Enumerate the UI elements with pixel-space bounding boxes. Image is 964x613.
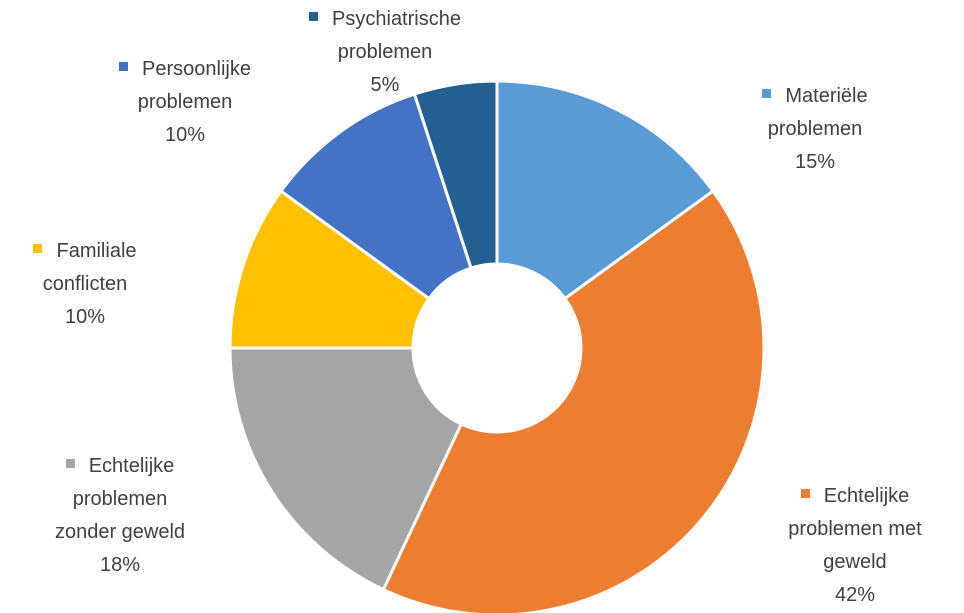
- category-label: Echtelijke problemen zonder geweld: [54, 455, 186, 543]
- donut-slice: [228, 346, 464, 592]
- legend-marker: [33, 244, 43, 254]
- legend-marker: [309, 12, 319, 22]
- data-label: Materiële problemen 15%: [745, 80, 885, 179]
- category-label: Familiale conflicten: [42, 240, 137, 295]
- legend-marker: [65, 459, 75, 469]
- donut-slice: [412, 79, 499, 271]
- legend-marker: [800, 489, 810, 499]
- legend-marker: [119, 62, 129, 72]
- value-label: 10%: [164, 124, 206, 146]
- donut-slice: [381, 188, 766, 613]
- data-label: Psychiatrische problemen 5%: [300, 3, 470, 102]
- data-label: Echtelijke problemen met geweld 42%: [770, 480, 940, 612]
- value-label: 15%: [794, 151, 836, 173]
- category-label: Materiële problemen: [767, 85, 868, 140]
- category-label: Psychiatrische problemen: [332, 8, 461, 63]
- category-label: Persoonlijke problemen: [137, 58, 251, 113]
- value-label: 18%: [99, 554, 141, 576]
- category-label: Echtelijke problemen met geweld: [788, 485, 922, 573]
- data-label: Familiale conflicten 10%: [20, 235, 150, 334]
- value-label: 5%: [370, 74, 400, 96]
- value-label: 42%: [834, 584, 876, 606]
- donut-slice: [228, 188, 432, 350]
- value-label: 10%: [64, 306, 106, 328]
- donut-slice: [278, 92, 473, 301]
- donut-slice: [495, 79, 716, 301]
- data-label: Echtelijke problemen zonder geweld 18%: [45, 450, 195, 582]
- legend-marker: [762, 89, 772, 99]
- data-label: Persoonlijke problemen 10%: [110, 53, 260, 152]
